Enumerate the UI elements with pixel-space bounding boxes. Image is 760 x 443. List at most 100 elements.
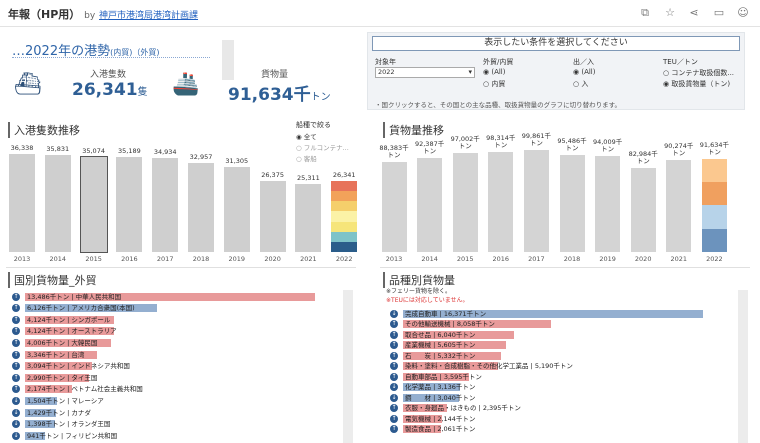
list-bar[interactable]: その他輸送機械 | 8,058千トン bbox=[403, 320, 551, 328]
inout-option-all[interactable]: ◉ (All) bbox=[573, 68, 596, 76]
list-bar[interactable]: 4,006千トン | 大韓民国 bbox=[25, 338, 112, 347]
bar-2016[interactable] bbox=[488, 151, 514, 252]
arrow-down-icon[interactable]: ↓ bbox=[12, 420, 20, 429]
ship-type-container[interactable]: ○ フルコンテナ... bbox=[296, 144, 349, 152]
arrow-down-icon[interactable]: ↓ bbox=[390, 309, 398, 318]
arrow-up-icon[interactable]: ↑ bbox=[390, 404, 398, 412]
arrow-down-icon[interactable]: ↓ bbox=[390, 393, 398, 402]
teu-option-container[interactable]: ○ コンテナ取扱個数... bbox=[663, 69, 735, 77]
arrow-up-icon[interactable]: ↑ bbox=[390, 330, 398, 339]
list-item[interactable]: ↑ 電気機械 | 2,144千トン bbox=[390, 414, 736, 423]
arrow-down-icon[interactable]: ↓ bbox=[12, 431, 20, 440]
bar-2022-segment[interactable] bbox=[701, 182, 727, 206]
list-item[interactable]: ↑ 4,124千トン | シンガポール bbox=[12, 315, 342, 324]
bar-2022-segment[interactable] bbox=[331, 221, 358, 232]
list-item[interactable]: ↑ 衣服・身廻品・はきもの | 2,395千トン bbox=[390, 404, 736, 413]
arrow-up-icon[interactable]: ↑ bbox=[390, 425, 398, 433]
list-item[interactable]: ↑ 染料・塗料・合成樹脂・その他化学工業品 | 5,190千トン bbox=[390, 362, 736, 371]
list-bar[interactable]: 3,094千トン | インドネシア共和国 bbox=[25, 362, 130, 371]
year-select[interactable]: 2022 bbox=[375, 67, 475, 78]
list-bar[interactable]: 13,486千トン | 中華人民共和国 bbox=[25, 292, 315, 301]
arrow-up-icon[interactable]: ↑ bbox=[12, 373, 20, 382]
list-item[interactable]: ↑ その他輸送機械 | 8,058千トン bbox=[390, 320, 736, 329]
bar-2022-segment[interactable] bbox=[331, 180, 358, 192]
list-bar[interactable]: 6,126千トン | アメリカ合衆国(本国) bbox=[25, 304, 157, 313]
list-item[interactable]: ↑ 13,486千トン | 中華人民共和国 bbox=[12, 292, 342, 301]
arrow-down-icon[interactable]: ↓ bbox=[12, 408, 20, 417]
bar-2018[interactable] bbox=[559, 154, 585, 252]
bar-2022[interactable] bbox=[701, 158, 727, 252]
bar-2015[interactable] bbox=[452, 153, 478, 252]
arrow-up-icon[interactable]: ↑ bbox=[390, 362, 398, 370]
list-item[interactable]: ↑ 4,006千トン | 大韓民国 bbox=[12, 338, 342, 347]
author-link[interactable]: 神戸市港湾局港湾計画課 bbox=[99, 11, 199, 21]
bar-2022[interactable] bbox=[331, 180, 358, 252]
bar-2017[interactable] bbox=[523, 150, 549, 252]
arrow-up-icon[interactable]: ↑ bbox=[12, 292, 20, 301]
user-icon[interactable]: ☺ bbox=[737, 6, 749, 19]
list-item[interactable]: ↑ 取合せ品 | 6,040千トン bbox=[390, 330, 736, 339]
list-item[interactable]: ↓ 941千トン | フィリピン共和国 bbox=[12, 431, 342, 440]
trade-option-domestic[interactable]: ○ 内貿 bbox=[483, 80, 506, 88]
list-bar[interactable]: 鋼 材 | 3,040千トン bbox=[403, 393, 475, 402]
list-bar[interactable]: 取合せ品 | 6,040千トン bbox=[403, 330, 514, 339]
bar-2019[interactable] bbox=[223, 167, 250, 252]
list-bar[interactable]: 石 炭 | 5,332千トン bbox=[403, 351, 501, 360]
list-bar[interactable]: 1,398千トン | オランダ王国 bbox=[25, 420, 110, 429]
bar-2019[interactable] bbox=[595, 156, 621, 252]
list-item[interactable]: ↑ 3,346千トン | 台湾 bbox=[12, 350, 342, 359]
bar-2022-segment[interactable] bbox=[331, 241, 358, 252]
arrow-up-icon[interactable]: ↑ bbox=[12, 338, 20, 347]
arrow-up-icon[interactable]: ↑ bbox=[12, 385, 20, 394]
arrow-down-icon[interactable]: ↓ bbox=[12, 396, 20, 405]
list-item[interactable]: ↑ 製造食品 | 2,061千トン bbox=[390, 425, 736, 434]
trade-option-all[interactable]: ◉ (All) bbox=[483, 68, 506, 76]
teu-option-tonnage[interactable]: ◉ 取扱貨物量（トン) bbox=[663, 80, 731, 88]
favorite-star-icon[interactable]: ☆ bbox=[665, 6, 675, 19]
arrow-up-icon[interactable]: ↑ bbox=[390, 341, 398, 349]
share-icon[interactable]: ⋖ bbox=[689, 6, 699, 19]
list-item[interactable]: ↓ 鋼 材 | 3,040千トン bbox=[390, 393, 736, 402]
bar-2022-segment[interactable] bbox=[331, 231, 358, 242]
list-bar[interactable]: 4,124千トン | オーストラリア bbox=[25, 327, 117, 336]
country-scrollbar[interactable] bbox=[343, 290, 353, 443]
list-bar[interactable]: 産業機械 | 5,605千トン bbox=[403, 341, 506, 349]
arrow-up-icon[interactable]: ↑ bbox=[390, 320, 398, 328]
list-bar[interactable]: 染料・塗料・合成樹脂・その他化学工業品 | 5,190千トン bbox=[403, 362, 573, 370]
list-bar[interactable]: 941千トン | フィリピン共和国 bbox=[25, 431, 117, 440]
list-bar[interactable]: 完成自動車 | 16,371千トン bbox=[403, 309, 703, 318]
list-bar[interactable]: 1,504千トン | マレーシア bbox=[25, 396, 104, 405]
list-item[interactable]: ↑ 2,990千トン | タイ王国 bbox=[12, 373, 342, 382]
list-item[interactable]: ↑ 産業機械 | 5,605千トン bbox=[390, 341, 736, 350]
bar-2022-segment[interactable] bbox=[701, 205, 727, 229]
arrow-down-icon[interactable]: ↓ bbox=[390, 383, 398, 391]
list-bar[interactable]: 4,124千トン | シンガポール bbox=[25, 315, 114, 324]
ship-type-passenger[interactable]: ○ 客船 bbox=[296, 155, 317, 163]
bar-2015[interactable] bbox=[79, 156, 108, 253]
bar-2020[interactable] bbox=[630, 167, 656, 252]
bar-2017[interactable] bbox=[152, 157, 179, 252]
arrow-up-icon[interactable]: ↑ bbox=[390, 372, 398, 381]
bar-2021[interactable] bbox=[666, 160, 692, 252]
list-bar[interactable]: 3,346千トン | 台湾 bbox=[25, 350, 97, 359]
bar-2013[interactable] bbox=[381, 162, 407, 252]
inout-option-in[interactable]: ○ 入 bbox=[573, 80, 589, 88]
bar-2018[interactable] bbox=[188, 163, 214, 252]
arrow-up-icon[interactable]: ↑ bbox=[390, 351, 398, 360]
commodity-scrollbar[interactable] bbox=[738, 290, 748, 443]
list-item[interactable]: ↑ 4,124千トン | オーストラリア bbox=[12, 327, 342, 336]
arrow-up-icon[interactable]: ↑ bbox=[390, 414, 398, 423]
bar-2022-segment[interactable] bbox=[331, 191, 358, 202]
bar-2021[interactable] bbox=[295, 183, 322, 252]
ship-type-all[interactable]: ◉ 全て bbox=[296, 133, 317, 141]
list-bar[interactable]: 化学薬品 | 3,136千トン bbox=[403, 383, 475, 391]
list-bar[interactable]: 電気機械 | 2,144千トン bbox=[403, 414, 475, 423]
list-item[interactable]: ↓ 1,429千トン | カナダ bbox=[12, 408, 342, 417]
comment-icon[interactable]: ▭ bbox=[713, 6, 725, 19]
list-item[interactable]: ↓ 化学薬品 | 3,136千トン bbox=[390, 383, 736, 392]
list-bar[interactable]: 製造食品 | 2,061千トン bbox=[403, 425, 475, 433]
list-bar[interactable]: 衣服・身廻品・はきもの | 2,395千トン bbox=[403, 404, 521, 412]
copy-icon[interactable]: ⧉ bbox=[641, 6, 649, 19]
arrow-up-icon[interactable]: ↑ bbox=[12, 304, 20, 313]
bar-2014[interactable] bbox=[44, 155, 71, 252]
